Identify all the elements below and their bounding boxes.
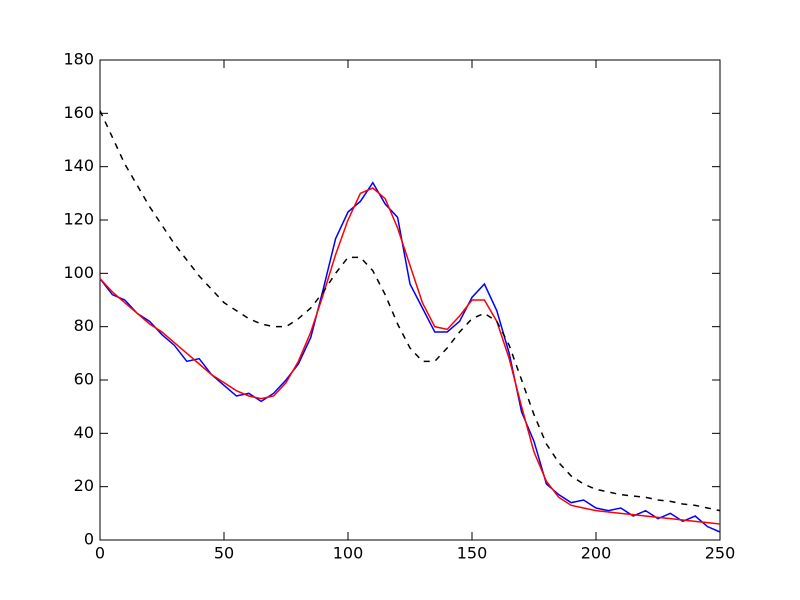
y-tick-label: 140 bbox=[63, 156, 94, 175]
x-tick-label: 50 bbox=[214, 544, 234, 563]
data-line bbox=[99, 110, 721, 512]
x-tick-label: 0 bbox=[95, 544, 105, 563]
data-line bbox=[99, 181, 721, 533]
x-tick-label: 250 bbox=[705, 544, 736, 563]
x-tick-label: 200 bbox=[581, 544, 612, 563]
y-tick-label: 0 bbox=[84, 530, 94, 549]
y-tick-label: 180 bbox=[63, 50, 94, 69]
y-tick-label: 60 bbox=[74, 370, 94, 389]
x-tick-label: 100 bbox=[333, 544, 364, 563]
y-tick-label: 160 bbox=[63, 103, 94, 122]
y-tick-label: 120 bbox=[63, 210, 94, 229]
y-tick-label: 80 bbox=[74, 316, 94, 335]
plot-frame bbox=[99, 59, 721, 541]
y-tick-label: 40 bbox=[74, 423, 94, 442]
y-tick-label: 100 bbox=[63, 263, 94, 282]
y-tick-label: 20 bbox=[74, 476, 94, 495]
data-line bbox=[99, 187, 721, 525]
x-tick-label: 150 bbox=[457, 544, 488, 563]
